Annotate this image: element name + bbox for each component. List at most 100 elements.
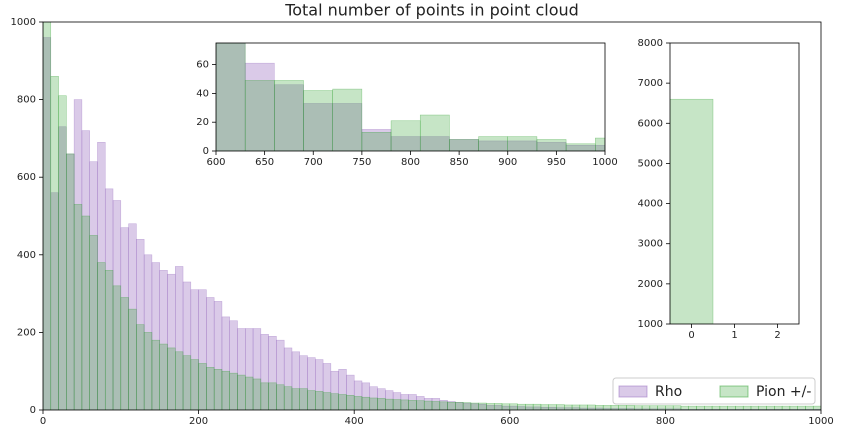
histogram-bar [431,401,441,410]
histogram-bar [478,136,509,151]
histogram-bar [688,405,697,410]
y-tick-label: 1000 [638,319,663,330]
x-tick-label: 0 [40,416,46,427]
chart-title: Total number of points in point cloud [284,1,579,20]
histogram-bar [136,324,145,410]
histogram-bar [151,339,160,410]
histogram-bar [120,297,129,410]
histogram-bar [346,395,355,410]
histogram-bar [797,405,806,410]
x-tick-label: 0 [688,330,694,341]
histogram-bar [315,391,324,410]
legend-label: Rho [655,384,682,400]
histogram-bar [587,404,596,410]
histogram-bar [66,153,75,410]
histogram-bar [711,405,721,410]
plot-area [216,43,605,151]
histogram-bar [657,405,666,410]
legend-swatch [618,385,648,398]
histogram-bar [742,405,752,410]
histogram-bar [517,403,526,410]
histogram-bar [283,386,293,410]
histogram-bar [303,103,333,151]
histogram-bar [268,382,277,410]
histogram-bar [369,397,378,410]
histogram-bar [104,270,114,410]
histogram-bar [571,404,581,410]
y-tick-label: 8000 [638,38,663,49]
histogram-bar [470,402,479,410]
histogram-bar [206,367,215,410]
histogram-bar [221,370,230,410]
histogram-bar [602,405,612,410]
histogram-bar [540,404,549,410]
y-tick-label: 40 [196,88,209,99]
histogram-bar [556,404,565,410]
histogram-bar [244,62,275,151]
histogram-bar [274,80,304,151]
histogram-bar [507,136,538,151]
histogram-bar [758,405,767,410]
histogram-bar [190,359,199,410]
histogram-bar [641,405,651,410]
x-tick-label: 800 [401,157,420,168]
histogram-bar [478,402,487,410]
histogram-bar [419,114,450,151]
y-tick-label: 400 [17,250,36,261]
histogram-bar [501,403,511,410]
y-tick-label: 0 [203,146,209,157]
histogram-bar [634,405,643,410]
plot-area [43,22,821,410]
histogram-bar [390,120,421,151]
x-tick-label: 850 [450,157,469,168]
y-tick-label: 6000 [638,118,663,129]
histogram-bar [626,405,635,410]
x-tick-label: 1000 [808,416,833,427]
histogram-bar [781,405,791,410]
histogram-bar [595,137,605,151]
x-tick-label: 750 [352,157,371,168]
y-tick-label: 1000 [11,17,36,28]
histogram-bar [322,392,332,410]
histogram-bar [143,332,153,410]
histogram-bar [276,384,285,410]
y-tick-label: 2000 [638,279,663,290]
histogram-bar [291,388,300,410]
y-tick-label: 0 [30,405,36,416]
plot-background [216,43,605,151]
histogram-bar [252,378,262,410]
histogram-bar [58,95,67,410]
histogram-bar [400,399,409,410]
y-tick-label: 3000 [638,239,663,250]
histogram-bar [680,405,689,410]
histogram-bar [338,394,347,410]
x-tick-label: 2 [774,330,780,341]
x-tick-label: 950 [547,157,566,168]
histogram-bar [423,400,433,410]
histogram-bar [812,405,821,410]
y-tick-label: 4000 [638,199,663,210]
histogram-bar [610,405,619,410]
histogram-bar [303,90,333,151]
histogram-bar [672,405,682,410]
histogram-bar [750,405,760,410]
bar [670,98,714,324]
histogram-bar [274,84,304,151]
histogram-bar [696,405,705,410]
histogram-bar [89,235,98,410]
x-tick-label: 600 [206,157,225,168]
histogram-bar [766,405,775,410]
histogram-bar [112,285,122,410]
x-tick-label: 650 [255,157,274,168]
histogram-bar [50,76,59,410]
y-tick-label: 7000 [638,78,663,89]
histogram-bar [229,372,238,410]
x-tick-label: 1 [731,330,737,341]
histogram-bar [704,405,713,410]
histogram-bar [237,374,246,410]
histogram-bar [377,398,386,410]
histogram-bar [565,143,596,151]
histogram-bar [805,405,814,410]
y-tick-label: 800 [17,95,36,106]
